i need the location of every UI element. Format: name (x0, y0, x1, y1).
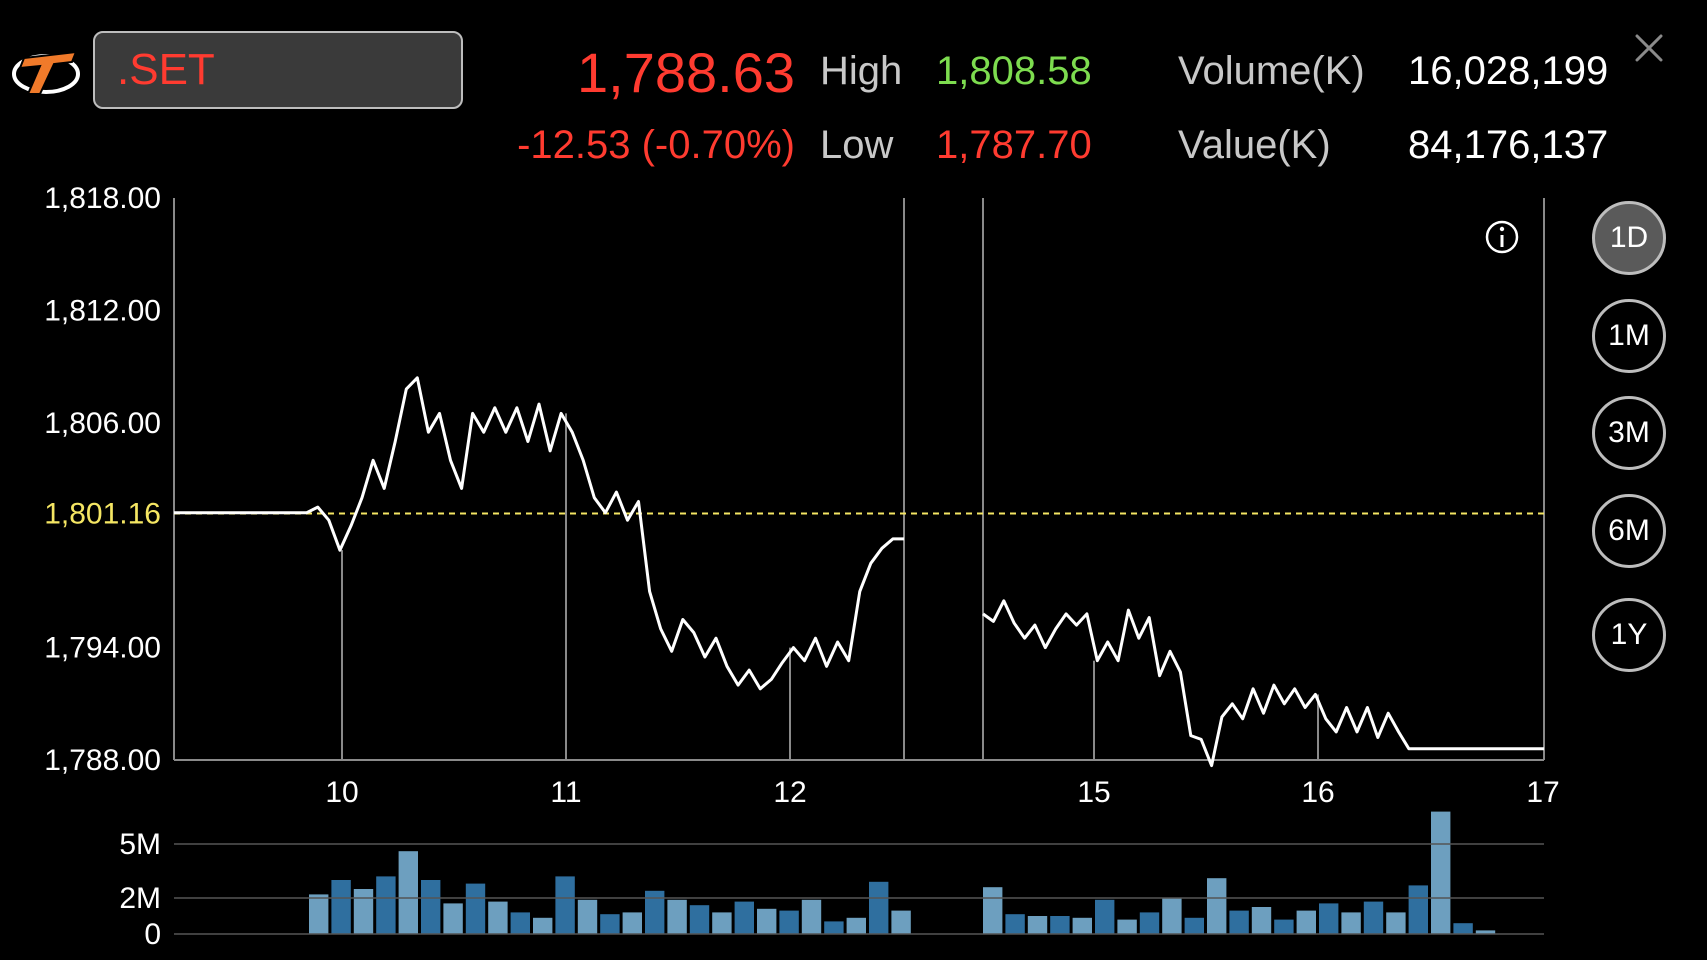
volume-bar (331, 880, 351, 934)
volume-bar (622, 912, 642, 934)
volume-bar (1027, 916, 1048, 934)
volume-tick-label: 2M (119, 882, 161, 915)
info-icon[interactable] (1485, 220, 1519, 254)
volume-bar (1475, 930, 1496, 934)
volume-bar (353, 889, 374, 934)
y-tick-label: 1,794.00 (44, 632, 161, 665)
volume-bar (1005, 914, 1025, 934)
volume-bar (600, 914, 620, 934)
timeframe-6m-button[interactable]: 6M (1592, 494, 1666, 568)
timeframe-1d-button[interactable]: 1D (1592, 201, 1666, 275)
volume-bar (1207, 878, 1227, 934)
low-value: 1,787.70 (936, 123, 1092, 167)
y-tick-label: 1,788.00 (44, 744, 161, 777)
volume-bar (1184, 917, 1204, 934)
high-value: 1,808.58 (936, 49, 1092, 93)
volume-bar (757, 908, 777, 934)
volume-bar (443, 903, 463, 934)
volume-bar (1408, 885, 1428, 934)
close-icon[interactable] (1631, 30, 1667, 66)
volume-bar (1431, 811, 1451, 934)
volume-tick-label: 5M (119, 828, 161, 861)
symbol-search-input[interactable]: .SET (93, 31, 463, 109)
y-tick-label: 1,812.00 (44, 294, 161, 327)
value-value: 84,176,137 (1408, 123, 1609, 167)
volume-bar (712, 912, 732, 934)
volume-bar (510, 912, 530, 934)
volume-bar (1050, 916, 1070, 934)
volume-value: 16,028,199 (1408, 49, 1609, 93)
x-tick-label: 12 (773, 776, 806, 809)
reference-label: 1,801.16 (44, 497, 161, 530)
x-tick-label: 11 (550, 776, 581, 809)
volume-bar (1162, 898, 1182, 934)
volume-bar (1117, 919, 1137, 934)
low-label: Low (820, 123, 894, 167)
volume-bar (891, 910, 911, 934)
volume-bar (1453, 923, 1473, 934)
x-tick-label: 16 (1301, 776, 1334, 809)
volume-bar (1296, 910, 1316, 934)
x-tick-label: 15 (1077, 776, 1110, 809)
volume-bar (555, 876, 575, 934)
y-tick-label: 1,806.00 (44, 407, 161, 440)
volume-bar (1072, 917, 1092, 934)
value-label: Value(K) (1178, 123, 1331, 167)
volume-bar (421, 880, 441, 934)
volume-bar (1363, 901, 1384, 934)
volume-bar (801, 899, 822, 934)
last-price: 1,788.63 (577, 41, 795, 104)
price-line-session-1 (174, 376, 904, 691)
volume-bar (1139, 912, 1160, 934)
volume-bar (398, 851, 418, 934)
price-change: -12.53 (-0.70%) (517, 123, 795, 167)
timeframe-3m-button[interactable]: 3M (1592, 396, 1666, 470)
volume-bar (1386, 912, 1406, 934)
timeframe-1m-button[interactable]: 1M (1592, 299, 1666, 373)
volume-bar (1095, 899, 1115, 934)
volume-bar (645, 890, 665, 934)
volume-bar (309, 894, 329, 934)
volume-bar (488, 901, 508, 934)
volume-bar (533, 917, 553, 934)
volume-bar (1319, 903, 1339, 934)
volume-bar (1274, 919, 1294, 934)
brand-logo-icon (12, 50, 80, 95)
volume-bar (869, 881, 889, 934)
timeframe-1y-button[interactable]: 1Y (1592, 598, 1666, 672)
volume-label: Volume(K) (1178, 49, 1365, 93)
x-tick-label: 10 (325, 776, 358, 809)
volume-bar (1229, 910, 1249, 934)
volume-bar (824, 921, 844, 934)
y-tick-label: 1,818.00 (44, 182, 161, 215)
volume-bar (667, 899, 687, 934)
volume-bar (846, 917, 866, 934)
volume-bar (1341, 912, 1361, 934)
volume-bar (465, 883, 486, 934)
volume-bar (689, 905, 710, 934)
volume-bar (983, 887, 1003, 934)
high-label: High (820, 49, 903, 93)
x-tick-label: 17 (1526, 776, 1559, 809)
price-line-session-2 (982, 599, 1544, 768)
volume-bar (376, 876, 396, 934)
volume-bar (734, 901, 754, 934)
volume-tick-label: 0 (144, 918, 161, 951)
volume-bar (1251, 907, 1272, 934)
volume-bar (779, 910, 799, 934)
volume-bar (577, 899, 598, 934)
